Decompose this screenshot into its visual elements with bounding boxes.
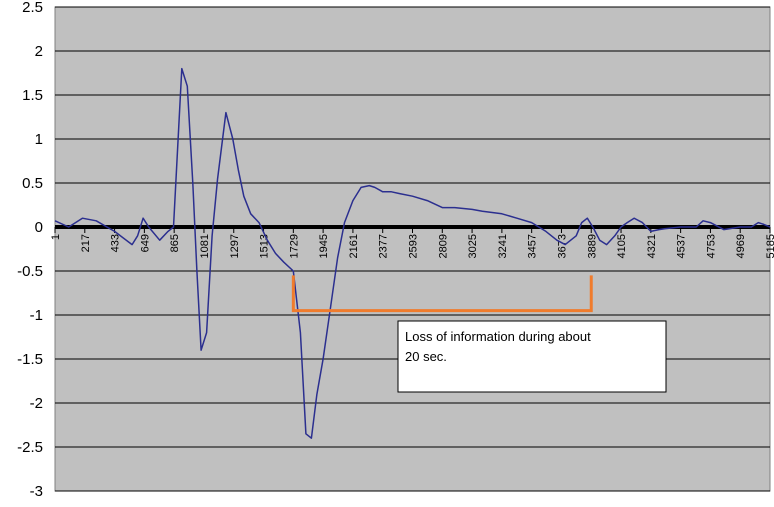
annotation-text: 20 sec. xyxy=(405,349,447,364)
x-tick-label: 3241 xyxy=(497,234,509,258)
x-tick-label: 4753 xyxy=(705,234,717,258)
x-tick-label: 1081 xyxy=(199,234,211,258)
y-tick-label: 2.5 xyxy=(22,0,43,16)
x-tick-label: 649 xyxy=(139,234,151,252)
y-tick-label: 2 xyxy=(35,43,43,60)
annotation-bracket xyxy=(291,275,593,313)
x-tick-label: 1297 xyxy=(229,234,241,258)
x-tick-label: 217 xyxy=(80,234,92,252)
y-tick-label: 0.5 xyxy=(22,175,43,192)
y-tick-label: -3 xyxy=(30,483,43,500)
x-tick-label: 2161 xyxy=(348,234,360,258)
y-tick-label: -0.5 xyxy=(17,263,43,280)
y-tick-label: -1.5 xyxy=(17,351,43,368)
x-tick-label: 2377 xyxy=(378,234,390,258)
series-line xyxy=(54,67,771,439)
annotation-text: Loss of information during about xyxy=(405,329,591,344)
x-tick-label: 3025 xyxy=(467,234,479,258)
y-tick-label: 1 xyxy=(35,131,43,148)
y-tick-label: 1.5 xyxy=(22,87,43,104)
x-tick-label: 4321 xyxy=(646,234,658,258)
x-tick-label: 5185 xyxy=(765,234,774,258)
x-tick-label: 1945 xyxy=(318,234,330,258)
x-tick-label: 2809 xyxy=(437,234,449,258)
x-tick-label: 1729 xyxy=(288,234,300,258)
y-tick-label: -2 xyxy=(30,395,43,412)
x-tick-label: 4969 xyxy=(735,234,747,258)
x-tick-label: 865 xyxy=(169,234,181,252)
y-tick-label: -2.5 xyxy=(17,439,43,456)
y-tick-label: 0 xyxy=(35,219,43,236)
x-tick-label: 4537 xyxy=(676,234,688,258)
y-tick-label: -1 xyxy=(30,307,43,324)
plot-area xyxy=(54,6,771,492)
x-tick-label: 2593 xyxy=(408,234,420,258)
x-tick-label: 1 xyxy=(50,234,62,240)
x-tick-label: 1513 xyxy=(259,234,271,258)
annotation-box xyxy=(397,320,667,393)
x-tick-label: 4105 xyxy=(616,234,628,258)
x-tick-label: 3673 xyxy=(556,234,568,258)
x-tick-label: 3457 xyxy=(527,234,539,258)
x-tick-label: 3889 xyxy=(586,234,598,258)
x-tick-label: 433 xyxy=(110,234,122,252)
